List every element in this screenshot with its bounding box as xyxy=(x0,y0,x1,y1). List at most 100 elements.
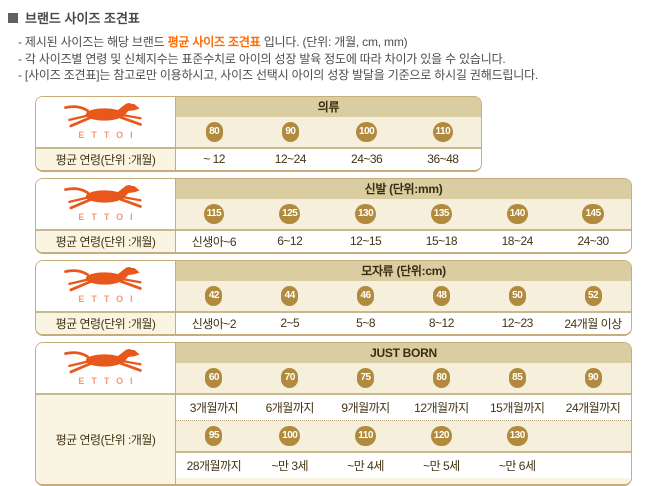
size-cell: 100 xyxy=(252,425,328,446)
note-1-post: 입니다. (단위: 개월, cm, mm) xyxy=(260,35,408,49)
note-line-2: - 각 사이즈별 연령 및 신체지수는 표준수치로 아이의 성장 발육 정도에 … xyxy=(18,51,506,66)
size-cell: 46 xyxy=(328,285,404,306)
table-data-area: JUST BORN 60 70 75 80 85 90 3개월까지 6개월까지 … xyxy=(176,342,631,484)
size-badge: 120 xyxy=(430,425,452,446)
size-cell: 115 xyxy=(176,203,252,224)
size-cell: 125 xyxy=(252,203,328,224)
brand-logo: ETTOI xyxy=(36,96,175,147)
note-line-1: - 제시된 사이즈는 해당 브랜드 평균 사이즈 조견표 입니다. (단위: 개… xyxy=(18,34,670,51)
age-cell: 15개월까지 xyxy=(489,400,545,415)
size-cell: 90 xyxy=(252,121,328,142)
clothing-size-table: ETTOI 평균 연령(단위 :개월) 의류 80 90 100 110 ~ 1… xyxy=(35,95,482,172)
age-cell: ~만 6세 xyxy=(498,458,536,473)
just-born-size-table: ETTOI 평균 연령(단위 :개월) JUST BORN 60 70 75 8… xyxy=(35,341,632,486)
age-cell: ~만 3세 xyxy=(271,458,309,473)
age-cell: 24~36 xyxy=(351,152,383,166)
table-data-area: 의류 80 90 100 110 ~ 12 12~24 24~36 36~48 xyxy=(176,96,481,170)
size-cell: 42 xyxy=(176,285,252,306)
age-cell: 8~12 xyxy=(428,316,455,330)
size-badge: 110 xyxy=(432,121,454,142)
note-1-pre: - 제시된 사이즈는 해당 브랜드 xyxy=(18,35,168,49)
size-cell: 85 xyxy=(479,367,555,388)
table-title: 모자류 (단위:cm) xyxy=(176,260,631,281)
age-cell: 5~8 xyxy=(356,316,375,330)
size-badge: 48 xyxy=(432,285,450,306)
size-cell: 60 xyxy=(176,367,252,388)
size-badge: 100 xyxy=(279,425,301,446)
size-badge: 110 xyxy=(355,425,376,446)
age-cell: 12~23 xyxy=(501,316,534,330)
table-left-column: ETTOI 평균 연령(단위 :개월) xyxy=(36,178,176,252)
age-value-row-2: 28개월까지 ~만 3세 ~만 4세 ~만 5세 ~만 6세 xyxy=(176,450,631,478)
size-badge: 130 xyxy=(506,425,528,446)
age-cell: 6~12 xyxy=(277,234,303,248)
page-title: 브랜드 사이즈 조견표 xyxy=(8,8,670,27)
size-cell: 80 xyxy=(403,367,479,388)
brand-name: ETTOI xyxy=(78,212,140,222)
size-badge: 85 xyxy=(508,367,526,388)
size-cell: 140 xyxy=(479,203,555,224)
horse-icon xyxy=(63,103,142,128)
size-badge: 100 xyxy=(356,121,378,142)
table-data-area: 신발 (단위:mm) 115 125 130 135 140 145 신생아~6… xyxy=(176,178,631,252)
size-cell: 80 xyxy=(176,121,252,142)
age-cell: 12~24 xyxy=(274,152,307,166)
table-title: JUST BORN xyxy=(176,342,631,363)
table-left-column: ETTOI 평균 연령(단위 :개월) xyxy=(36,260,176,334)
table-bottom-strip xyxy=(176,477,631,484)
age-cell: 15~18 xyxy=(425,234,458,248)
size-badge-row: 80 90 100 110 xyxy=(176,116,481,147)
note-line-3: - [사이즈 조견표]는 참고로만 이용하시고, 사이즈 선택시 아이의 성장 … xyxy=(18,68,539,82)
horse-icon xyxy=(63,349,142,374)
age-cell: 9개월까지 xyxy=(341,400,390,415)
size-badge: 140 xyxy=(506,203,528,224)
size-cell: 52 xyxy=(555,285,631,306)
age-cell: 12개월까지 xyxy=(414,400,469,415)
size-cell: 100 xyxy=(329,121,405,142)
avg-age-label: 평균 연령(단위 :개월) xyxy=(36,228,175,252)
size-cell: 110 xyxy=(328,425,404,446)
table-title: 의류 xyxy=(176,96,481,117)
brand-logo: ETTOI xyxy=(36,260,175,311)
size-cell: 130 xyxy=(479,425,555,446)
size-badge: 145 xyxy=(582,203,604,224)
size-badge-row-1: 60 70 75 80 85 90 xyxy=(176,362,631,393)
size-badge: 90 xyxy=(281,121,299,142)
square-bullet-icon xyxy=(8,12,18,23)
age-cell: 2~5 xyxy=(280,316,300,330)
brand-logo: ETTOI xyxy=(36,178,175,229)
notes: - 제시된 사이즈는 해당 브랜드 평균 사이즈 조견표 입니다. (단위: 개… xyxy=(18,34,670,84)
size-badge: 70 xyxy=(281,367,299,388)
size-badge: 125 xyxy=(279,203,301,224)
size-badge: 130 xyxy=(354,203,377,224)
size-badge: 42 xyxy=(205,285,223,306)
horse-icon xyxy=(63,185,142,210)
size-cell: 130 xyxy=(328,203,404,224)
size-badge: 44 xyxy=(281,285,299,306)
avg-age-label: 평균 연령(단위 :개월) xyxy=(36,310,175,334)
brand-name: ETTOI xyxy=(78,130,140,140)
size-cell: 145 xyxy=(555,203,631,224)
age-cell: 3개월까지 xyxy=(189,400,239,415)
size-cell: 48 xyxy=(403,285,479,306)
age-value-row: ~ 12 12~24 24~36 36~48 xyxy=(176,146,481,170)
size-badge-row: 42 44 46 48 50 52 xyxy=(176,280,631,311)
size-cell: 90 xyxy=(555,367,631,388)
age-value-row: 신생아~6 6~12 12~15 15~18 18~24 24~30 xyxy=(176,228,631,252)
brand-logo: ETTOI xyxy=(36,342,175,393)
size-badge: 52 xyxy=(584,285,602,306)
age-cell: ~ 12 xyxy=(203,152,225,166)
size-badge: 46 xyxy=(357,285,375,306)
size-badge: 75 xyxy=(357,367,375,388)
table-title: 신발 (단위:mm) xyxy=(176,178,631,199)
size-badge-row-2: 95 100 110 120 130 xyxy=(176,419,631,451)
size-cell: 75 xyxy=(328,367,404,388)
brand-name: ETTOI xyxy=(78,294,140,304)
age-cell: 36~48 xyxy=(427,152,459,166)
size-cell: 50 xyxy=(479,285,555,306)
avg-age-label: 평균 연령(단위 :개월) xyxy=(36,392,175,484)
age-cell: 신생아~2 xyxy=(191,316,237,331)
size-cell: 95 xyxy=(176,425,252,446)
size-badge: 80 xyxy=(205,121,223,142)
size-badge: 95 xyxy=(205,425,223,446)
